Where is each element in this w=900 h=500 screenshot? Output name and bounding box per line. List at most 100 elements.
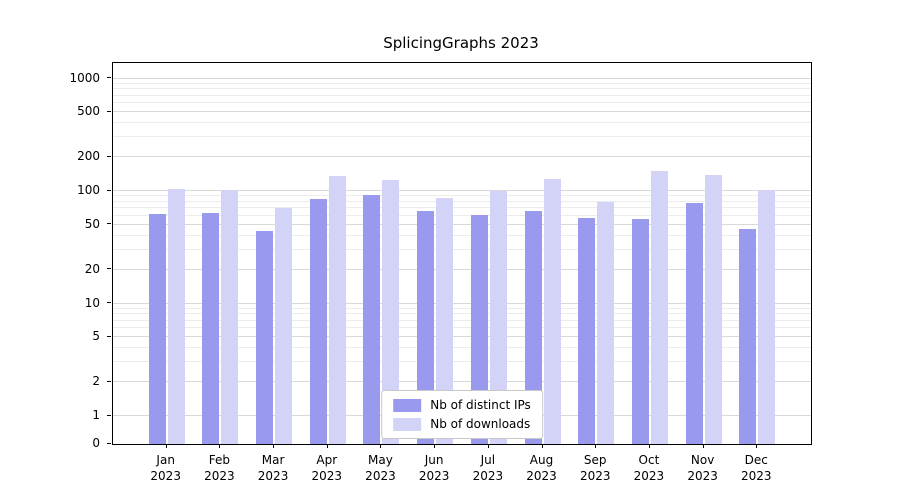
bar-downloads-jul — [489, 191, 507, 444]
bar-downloads-jun — [436, 198, 454, 444]
bar-distinct-ips-feb — [202, 212, 220, 444]
gridline-minor — [113, 214, 811, 216]
y-tick-mark — [107, 414, 111, 416]
bar-downloads-jan — [167, 188, 185, 444]
x-tick-mark — [541, 444, 543, 448]
x-tick-mark — [219, 444, 221, 448]
x-tick-label: Aug 2023 — [526, 453, 557, 484]
x-tick-label: Nov 2023 — [687, 453, 718, 484]
chart-title: SplicingGraphs 2023 — [383, 34, 539, 52]
y-tick-mark — [107, 268, 111, 270]
bar-distinct-ips-nov — [685, 202, 703, 444]
gridline-major — [113, 268, 811, 270]
gridline-major — [113, 190, 811, 191]
x-tick-mark — [165, 444, 167, 448]
y-tick-label: 1 — [92, 408, 100, 422]
bar-downloads-apr — [328, 176, 346, 444]
bar-distinct-ips-oct — [631, 219, 649, 444]
x-tick-mark — [273, 444, 275, 448]
gridline-minor — [113, 234, 811, 236]
bar-distinct-ips-apr — [309, 198, 327, 444]
y-tick-label: 200 — [77, 149, 100, 164]
y-tick-mark — [107, 189, 111, 191]
gridline-major — [113, 302, 811, 304]
y-tick-mark — [107, 335, 111, 337]
gridline-minor — [113, 207, 811, 209]
x-tick-mark — [702, 444, 704, 448]
gridline-minor — [113, 122, 811, 124]
gridline-major — [113, 336, 811, 338]
bar-downloads-aug — [543, 178, 561, 444]
bar-distinct-ips-jun — [417, 210, 435, 444]
legend-label-downloads: Nb of downloads — [430, 417, 531, 431]
bar-distinct-ips-may — [363, 195, 381, 444]
bar-downloads-may — [382, 180, 400, 444]
x-tick-label: Dec 2023 — [741, 453, 772, 484]
x-tick-mark — [326, 444, 328, 448]
y-tick-mark — [107, 302, 111, 303]
y-tick-label: 5 — [92, 329, 100, 344]
x-tick-label: Apr 2023 — [311, 453, 343, 484]
bar-downloads-mar — [275, 208, 293, 444]
gridline-minor — [113, 136, 811, 138]
legend-item-downloads: Nb of downloads — [393, 417, 531, 431]
x-tick-mark — [756, 444, 758, 448]
gridline-minor — [113, 361, 811, 363]
gridline-minor — [113, 248, 811, 250]
gridline-major — [113, 381, 811, 383]
bar-distinct-ips-aug — [524, 210, 542, 444]
x-tick-label: Jan 2023 — [150, 453, 181, 484]
y-tick-label: 500 — [77, 104, 100, 119]
x-tick-mark — [648, 444, 650, 448]
y-axis: 0 1 2 5 10 20 50 100 200 500 1000 — [0, 62, 112, 450]
y-tick-label: 20 — [84, 261, 100, 276]
bar-downloads-sep — [597, 201, 615, 444]
bar-distinct-ips-dec — [739, 228, 757, 444]
bar-downloads-feb — [221, 189, 239, 444]
gridline-major — [113, 111, 811, 113]
x-tick-mark — [487, 444, 489, 448]
bar-distinct-ips-mar — [256, 231, 274, 444]
gridline-minor — [113, 88, 811, 90]
legend-label-distinct-ips: Nb of distinct IPs — [430, 398, 531, 412]
x-tick-label: Jun 2023 — [418, 453, 450, 484]
gridline-minor — [113, 327, 811, 329]
bar-downloads-nov — [704, 174, 722, 444]
bar-distinct-ips-jul — [470, 215, 488, 444]
gridline-major — [113, 223, 811, 225]
gridline-major — [113, 77, 811, 79]
bar-downloads-oct — [650, 171, 668, 444]
x-tick-mark — [595, 444, 597, 448]
y-tick-label: 0 — [92, 436, 100, 450]
x-tick-label: Feb 2023 — [204, 453, 235, 484]
y-tick-mark — [107, 442, 111, 444]
gridline-minor — [113, 94, 811, 96]
legend-swatch-distinct-ips — [393, 398, 422, 412]
x-tick-label: Mar 2023 — [257, 453, 289, 484]
gridline-minor — [113, 195, 811, 197]
gridline-minor — [113, 347, 811, 349]
plot-area: Nb of distinct IPs Nb of downloads — [112, 62, 812, 445]
x-tick-label: Jul 2023 — [472, 453, 504, 484]
gridline-minor — [113, 102, 811, 104]
x-tick-label: Sep 2023 — [579, 453, 611, 484]
y-tick-mark — [107, 380, 111, 382]
y-tick-label: 10 — [84, 295, 100, 310]
bar-downloads-dec — [758, 190, 776, 444]
y-tick-label: 2 — [92, 374, 100, 389]
gridline-minor — [113, 200, 811, 202]
x-tick-label: Oct 2023 — [633, 453, 665, 484]
y-tick-label: 100 — [77, 183, 100, 197]
x-tick-mark — [380, 444, 382, 448]
bar-distinct-ips-sep — [578, 218, 596, 444]
y-tick-label: 50 — [84, 216, 100, 231]
legend: Nb of distinct IPs Nb of downloads — [381, 390, 543, 439]
gridline-minor — [113, 319, 811, 321]
legend-item-distinct-ips: Nb of distinct IPs — [393, 398, 531, 412]
y-tick-mark — [107, 77, 111, 78]
bar-distinct-ips-jan — [148, 214, 166, 444]
y-tick-label: 1000 — [69, 70, 100, 85]
y-tick-mark — [107, 223, 111, 225]
legend-swatch-downloads — [393, 417, 422, 431]
y-tick-mark — [107, 110, 111, 112]
